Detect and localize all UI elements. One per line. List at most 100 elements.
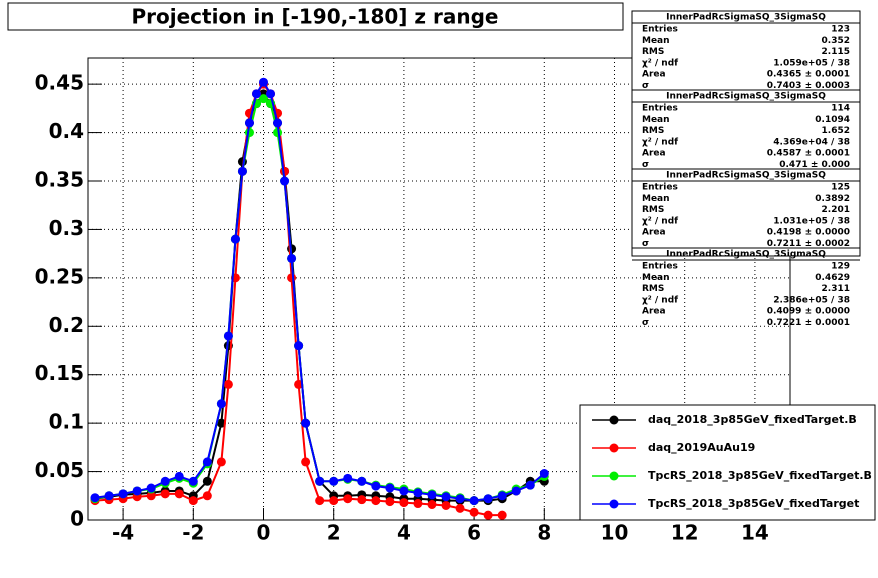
stats-label: RMS bbox=[642, 205, 664, 215]
x-tick-label: -4 bbox=[112, 521, 134, 545]
data-point bbox=[202, 457, 212, 467]
stats-label: Mean bbox=[642, 273, 670, 283]
stats-value: 2.115 bbox=[822, 47, 850, 57]
stats-value: 1.059e+05 / 38 bbox=[773, 58, 850, 68]
data-point bbox=[301, 457, 311, 467]
y-tick-label: 0.25 bbox=[35, 264, 84, 288]
stats-box bbox=[631, 10, 861, 91]
y-tick-label: 0.4 bbox=[49, 119, 84, 143]
stats-label: Area bbox=[642, 70, 666, 80]
stats-title: InnerPadRcSigmaSQ_3SigmaSQ bbox=[666, 250, 826, 260]
data-point bbox=[216, 457, 226, 467]
stats-label: σ bbox=[642, 160, 649, 170]
data-point bbox=[441, 500, 451, 510]
stats-box bbox=[631, 247, 861, 257]
data-point bbox=[223, 379, 233, 389]
stats-value: 1.652 bbox=[822, 126, 850, 136]
stats-label: Mean bbox=[642, 36, 670, 46]
data-point bbox=[399, 486, 409, 496]
stats-value: 2.201 bbox=[822, 205, 850, 215]
stats-label: RMS bbox=[642, 284, 664, 294]
data-point bbox=[294, 341, 304, 351]
stats-label: σ bbox=[642, 318, 649, 328]
data-point bbox=[357, 495, 367, 505]
data-point bbox=[174, 489, 184, 499]
data-point bbox=[230, 234, 240, 244]
stats-value: 0.4365 ± 0.0001 bbox=[767, 70, 850, 80]
y-tick-label: 0.35 bbox=[35, 168, 84, 192]
data-point bbox=[371, 481, 381, 491]
stats-label: Mean bbox=[642, 115, 670, 125]
data-point bbox=[202, 476, 212, 486]
stats-label: Area bbox=[642, 307, 666, 317]
data-point bbox=[259, 77, 268, 87]
stats-label: Entries bbox=[642, 262, 678, 272]
data-point bbox=[525, 480, 535, 490]
data-point bbox=[202, 491, 212, 501]
data-point bbox=[266, 89, 276, 99]
stats-value: 123 bbox=[831, 25, 850, 35]
stats-boxes: InnerPadRcSigmaSQ_3SigmaSQ Entries 123 Mean… bbox=[631, 10, 861, 328]
stats-value: 0.3892 bbox=[815, 194, 850, 204]
stats-value: 0.7211 ± 0.0002 bbox=[767, 239, 850, 249]
x-tick-label: 14 bbox=[741, 521, 769, 545]
data-point bbox=[188, 496, 198, 506]
data-point bbox=[223, 331, 233, 341]
data-point bbox=[146, 483, 156, 493]
legend: daq_2018_3p85GeV_fixedTarget.B daq_2019Au… bbox=[579, 404, 876, 521]
data-point bbox=[251, 89, 261, 99]
stats-value: 125 bbox=[831, 183, 850, 193]
data-point bbox=[413, 488, 423, 498]
marks bbox=[90, 77, 549, 520]
series-line bbox=[94, 92, 545, 502]
x-tick-label: 4 bbox=[397, 521, 411, 545]
chart-title: Projection in [-190,-180] z range bbox=[132, 5, 499, 29]
y-tick-label: 0.1 bbox=[49, 410, 84, 434]
data-point bbox=[315, 496, 325, 506]
stats-title: InnerPadRcSigmaSQ_3SigmaSQ bbox=[666, 13, 826, 23]
stats-label: σ bbox=[642, 239, 649, 249]
x-tick-label: 10 bbox=[601, 521, 629, 545]
stats-label: RMS bbox=[642, 126, 664, 136]
data-point bbox=[497, 491, 507, 501]
stats-label: χ² / ndf bbox=[642, 216, 678, 226]
data-point bbox=[329, 496, 339, 506]
data-point bbox=[287, 273, 297, 283]
data-point bbox=[539, 469, 549, 479]
data-point bbox=[259, 94, 268, 104]
data-point bbox=[511, 486, 521, 496]
stats-value: 0.4587 ± 0.0001 bbox=[767, 149, 850, 159]
data-point bbox=[483, 494, 493, 504]
data-point bbox=[287, 253, 297, 263]
data-point bbox=[216, 399, 226, 409]
stats-value: 129 bbox=[831, 262, 850, 272]
data-point bbox=[160, 489, 170, 499]
data-point bbox=[90, 493, 100, 503]
stats-label: χ² / ndf bbox=[642, 137, 678, 147]
legend-label: TpcRS_2018_3p85GeV_fixedTarget.B bbox=[648, 469, 872, 482]
data-point bbox=[385, 497, 395, 507]
y-tick-label: 0.2 bbox=[49, 313, 84, 337]
stats-label: Entries bbox=[642, 25, 678, 35]
legend-label: daq_2019AuAu19 bbox=[648, 441, 755, 454]
stats-box bbox=[631, 89, 861, 170]
y-tick-label: 0.3 bbox=[49, 216, 84, 240]
stats-label: σ bbox=[642, 81, 649, 91]
legend-marker bbox=[609, 471, 619, 481]
data-point bbox=[104, 491, 114, 501]
legend-marker bbox=[609, 443, 619, 453]
data-point bbox=[280, 176, 290, 186]
plot-frame bbox=[87, 57, 791, 521]
stats-value: 4.369e+04 / 38 bbox=[773, 137, 850, 147]
stats-value: 1.031e+05 / 38 bbox=[773, 216, 850, 226]
stats-label: χ² / ndf bbox=[642, 295, 678, 305]
data-point bbox=[343, 473, 353, 483]
stats-title: InnerPadRcSigmaSQ_3SigmaSQ bbox=[666, 92, 826, 102]
data-point bbox=[216, 418, 226, 428]
x-tick-label: -2 bbox=[182, 521, 204, 545]
stats-value: 0.1094 bbox=[815, 115, 850, 125]
legend-box bbox=[579, 404, 876, 521]
y-tick-label: 0.05 bbox=[35, 458, 84, 482]
data-point bbox=[315, 476, 325, 486]
